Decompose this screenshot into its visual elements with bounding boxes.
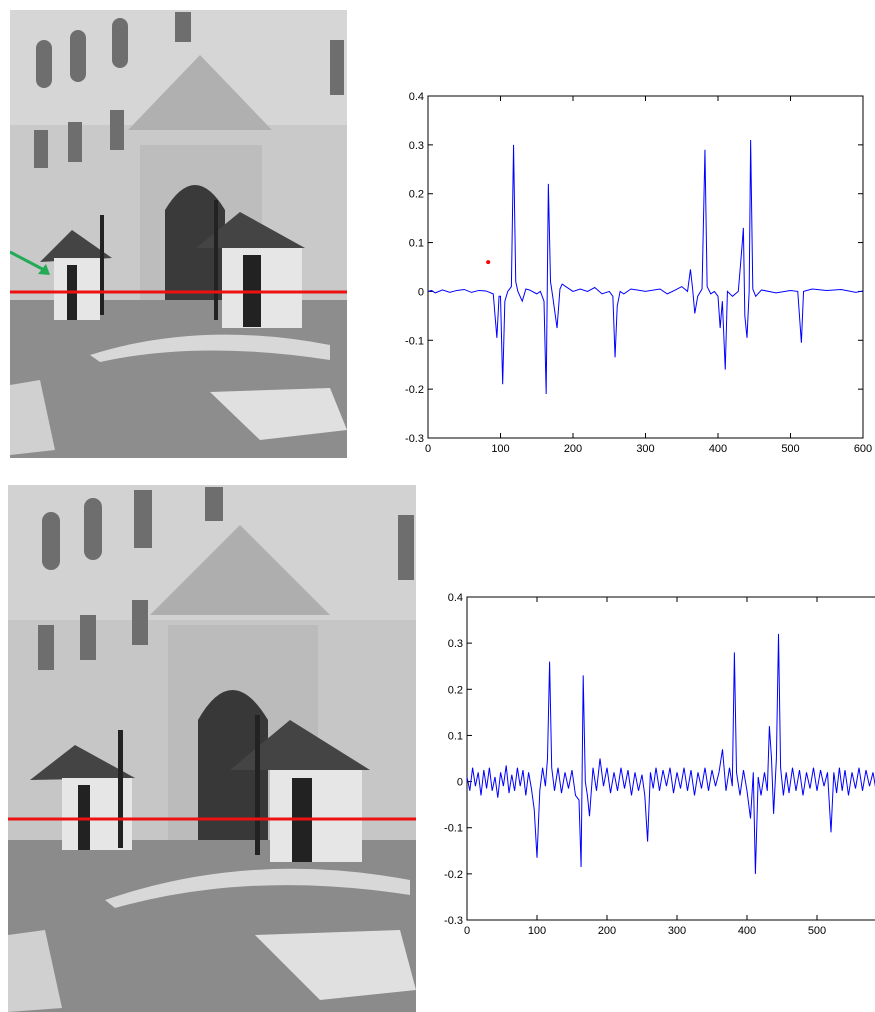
y-tick-label: 0 [457,777,463,789]
x-tick-label: 100 [491,443,509,455]
x-tick-label: 0 [425,443,431,455]
y-tick-label: -0.1 [444,823,463,835]
y-tick-label: -0.3 [405,433,424,445]
x-tick-label: 0 [464,925,470,937]
x-tick-label: 300 [668,925,686,937]
sentry-box [40,200,305,328]
y-tick-label: -0.1 [405,335,424,347]
y-tick-label: 0 [418,286,424,298]
x-tick-label: 500 [781,443,799,455]
sentry-box [30,715,370,862]
y-tick-label: 0.3 [409,140,424,152]
y-tick-label: 0.3 [448,638,463,650]
y-tick-label: 0.4 [448,592,463,604]
y-tick-label: 0.1 [448,730,463,742]
plot-area [466,596,875,921]
x-tick-label: 400 [709,443,727,455]
plot-area [427,95,864,439]
x-tick-label: 300 [636,443,654,455]
data-line [466,633,875,874]
photo [10,10,347,458]
y-tick-label: 0.2 [448,684,463,696]
data-line [427,139,864,395]
y-tick-label: -0.2 [444,869,463,881]
y-tick-label: -0.2 [405,384,424,396]
y-tick-label: 0.2 [409,189,424,201]
photo [8,485,416,1012]
marker-point [486,260,491,265]
x-tick-label: 500 [808,925,826,937]
x-tick-label: 200 [598,925,616,937]
x-tick-label: 200 [564,443,582,455]
x-tick-label: 400 [738,925,756,937]
arrow [10,250,49,274]
y-tick-label: 0.1 [409,238,424,250]
arrow-head [38,264,50,275]
y-tick-label: 0.4 [409,91,424,103]
x-tick-label: 600 [854,443,872,455]
y-tick-label: -0.3 [444,915,463,927]
x-tick-label: 100 [528,925,546,937]
